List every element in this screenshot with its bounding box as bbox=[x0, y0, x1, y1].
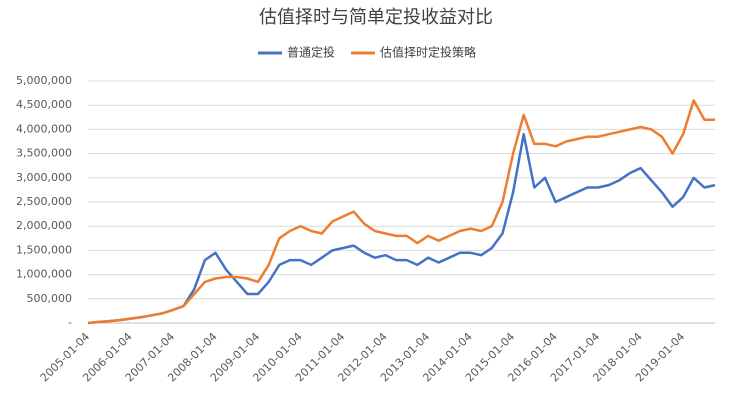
y-tick-label: 4,500,000 bbox=[16, 98, 72, 111]
series-line bbox=[87, 132, 716, 325]
y-tick-label: 5,000,000 bbox=[16, 74, 72, 87]
y-tick-label: 4,000,000 bbox=[16, 122, 72, 135]
y-tick-label: 1,500,000 bbox=[16, 243, 72, 256]
legend-label: 估值择时定投策略 bbox=[380, 45, 476, 60]
legend-label: 普通定投 bbox=[287, 45, 335, 60]
y-tick-label: 3,500,000 bbox=[16, 147, 72, 160]
chart-title: 估值择时与简单定投收益对比 bbox=[259, 7, 493, 28]
y-tick-label: 2,500,000 bbox=[16, 195, 72, 208]
y-tick-label: 3,000,000 bbox=[16, 171, 72, 184]
y-tick-label: 1,000,000 bbox=[16, 268, 72, 281]
y-tick-label: - bbox=[68, 316, 72, 329]
y-tick-label: 500,000 bbox=[27, 292, 73, 305]
y-tick-label: 2,000,000 bbox=[16, 219, 72, 232]
series-line bbox=[87, 99, 715, 325]
